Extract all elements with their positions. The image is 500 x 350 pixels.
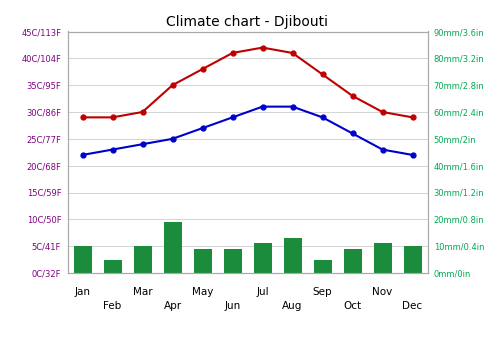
Text: Apr: Apr [164,301,182,311]
Text: Nov: Nov [372,287,392,297]
Bar [344,249,361,273]
Text: Jan: Jan [74,287,90,297]
Bar [224,249,242,273]
Text: Jul: Jul [256,287,269,297]
Bar [284,238,302,273]
Bar [314,260,332,273]
Bar [104,260,122,273]
Bar [374,244,392,273]
Text: Dec: Dec [402,301,422,311]
Bar [134,246,152,273]
Text: Jun: Jun [224,301,240,311]
Text: Mar: Mar [132,287,152,297]
Text: May: May [192,287,213,297]
Bar [404,246,421,273]
Text: Aug: Aug [282,301,302,311]
Bar [254,244,272,273]
Text: Oct: Oct [344,301,361,311]
Bar [194,249,212,273]
Text: Feb: Feb [104,301,122,311]
Text: Sep: Sep [312,287,332,297]
Bar [74,246,92,273]
Bar [164,222,182,273]
Title: Climate chart - Djibouti: Climate chart - Djibouti [166,15,328,29]
